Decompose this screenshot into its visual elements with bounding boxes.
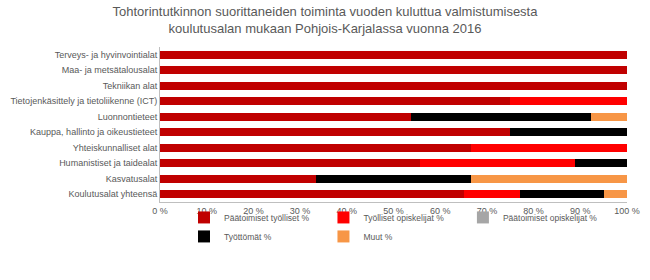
svg-text:50 %: 50 % <box>383 205 404 216</box>
svg-text:Tekniikan alat: Tekniikan alat <box>103 81 158 91</box>
svg-text:20 %: 20 % <box>243 205 264 216</box>
svg-text:Päätoimiset työlliset %: Päätoimiset työlliset % <box>224 213 309 223</box>
svg-text:Maa- ja metsätalousalat: Maa- ja metsätalousalat <box>62 65 158 75</box>
svg-text:60 %: 60 % <box>429 205 451 216</box>
svg-text:30 %: 30 % <box>289 205 311 216</box>
svg-text:Päätoimiset opiskelijat %: Päätoimiset opiskelijat % <box>503 213 597 223</box>
svg-text:Työttömät %: Työttömät % <box>224 232 272 242</box>
svg-text:Muut %: Muut % <box>363 232 392 242</box>
svg-text:Tietojenkäsittely ja tietoliik: Tietojenkäsittely ja tietoliikenne (ICT) <box>10 96 157 106</box>
svg-text:70 %: 70 % <box>476 205 498 216</box>
svg-text:10 %: 10 % <box>196 205 217 216</box>
svg-text:Humanistiset ja taidealat: Humanistiset ja taidealat <box>59 158 158 168</box>
svg-text:Yhteiskunnalliset alat: Yhteiskunnalliset alat <box>73 143 158 153</box>
svg-text:0 %: 0 % <box>152 206 168 216</box>
svg-text:Kasvatusalat: Kasvatusalat <box>106 174 158 184</box>
svg-text:90 %: 90 % <box>570 205 591 216</box>
svg-text:Kauppa, hallinto ja oikeustiet: Kauppa, hallinto ja oikeustieteet <box>30 127 158 137</box>
svg-text:100 %: 100 % <box>614 206 640 216</box>
svg-text:Luonnontieteet: Luonnontieteet <box>98 112 158 122</box>
svg-text:80 %: 80 % <box>523 205 544 216</box>
svg-text:Terveys- ja hyvinvointialat: Terveys- ja hyvinvointialat <box>55 50 158 60</box>
svg-text:Koulutusalat yhteensä: Koulutusalat yhteensä <box>69 189 158 199</box>
svg-text:Työlliset opiskelijat %: Työlliset opiskelijat % <box>363 213 444 223</box>
svg-text:40 %: 40 % <box>336 205 358 216</box>
svg-text:Tohtorintutkinnon suorittaneid: Tohtorintutkinnon suorittaneiden toimint… <box>113 4 539 36</box>
